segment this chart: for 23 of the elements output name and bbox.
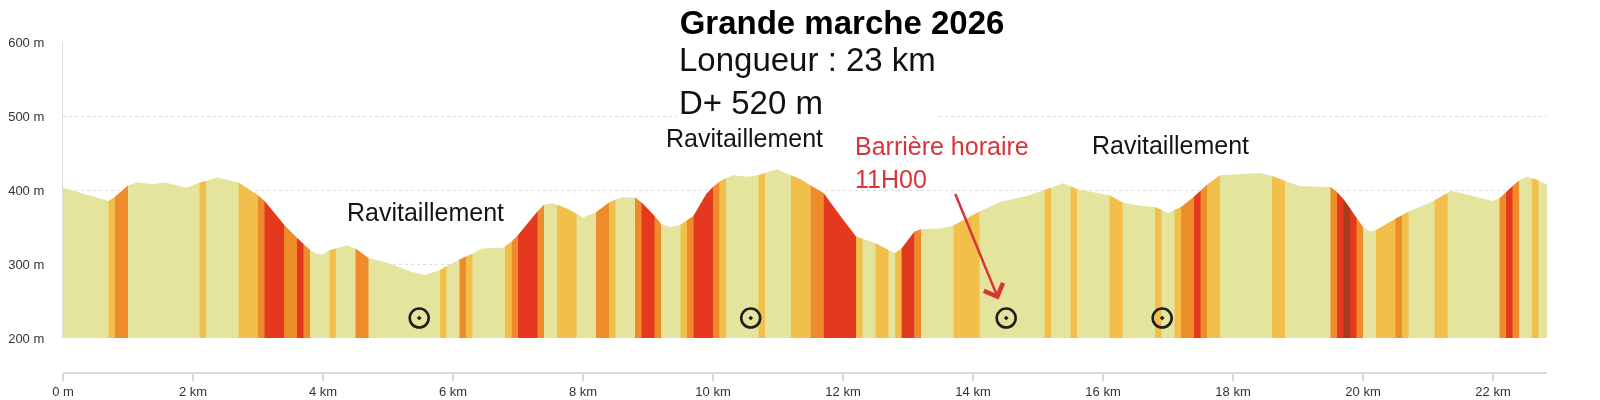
x-tick-label: 0 m	[52, 384, 74, 400]
x-tick-label: 6 km	[438, 384, 468, 400]
x-tick-label: 20 km	[1345, 384, 1381, 400]
annotation: Ravitaillement	[347, 198, 505, 226]
y-tick-label: 300 m	[8, 256, 45, 272]
x-tick-label: 16 km	[1085, 384, 1121, 400]
x-tick-label: 4 km	[308, 384, 338, 400]
annotation: Barrière horaire 11H00	[855, 132, 1029, 193]
annotation: Ravitaillement	[1092, 131, 1250, 159]
y-tick-label: 400 m	[8, 182, 45, 198]
y-tick-label: 200 m	[8, 330, 45, 346]
x-tick-label: 8 km	[568, 384, 598, 400]
chart-title: Grande marche 2026	[679, 4, 1005, 42]
text: Longueur : 23 km D+ 520 m	[679, 41, 936, 121]
x-tick-label: 22 km	[1475, 384, 1511, 400]
x-tick-label: 10 km	[695, 384, 731, 400]
x-tick-label: 14 km	[955, 384, 991, 400]
y-tick-label: 500 m	[8, 108, 45, 124]
x-tick-label: 18 km	[1215, 384, 1251, 400]
annotation: Ravitaillement	[666, 124, 824, 152]
x-tick-label: 2 km	[178, 384, 208, 400]
x-tick-label: 12 km	[825, 384, 861, 400]
y-tick-label: 600 m	[8, 34, 45, 50]
